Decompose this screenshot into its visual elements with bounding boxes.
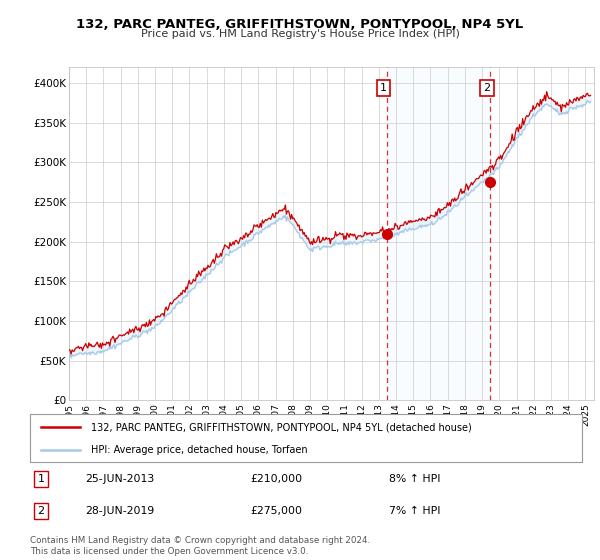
Text: Contains HM Land Registry data © Crown copyright and database right 2024.
This d: Contains HM Land Registry data © Crown c… (30, 536, 370, 556)
Text: 132, PARC PANTEG, GRIFFITHSTOWN, PONTYPOOL, NP4 5YL (detached house): 132, PARC PANTEG, GRIFFITHSTOWN, PONTYPO… (91, 422, 472, 432)
Text: HPI: Average price, detached house, Torfaen: HPI: Average price, detached house, Torf… (91, 445, 307, 455)
FancyBboxPatch shape (30, 414, 582, 462)
Text: 2: 2 (37, 506, 44, 516)
Text: 2: 2 (483, 83, 490, 93)
Text: 7% ↑ HPI: 7% ↑ HPI (389, 506, 440, 516)
Text: 1: 1 (38, 474, 44, 484)
Text: £210,000: £210,000 (251, 474, 303, 484)
Text: Price paid vs. HM Land Registry's House Price Index (HPI): Price paid vs. HM Land Registry's House … (140, 29, 460, 39)
Text: 28-JUN-2019: 28-JUN-2019 (85, 506, 154, 516)
Text: 8% ↑ HPI: 8% ↑ HPI (389, 474, 440, 484)
Text: 132, PARC PANTEG, GRIFFITHSTOWN, PONTYPOOL, NP4 5YL: 132, PARC PANTEG, GRIFFITHSTOWN, PONTYPO… (76, 18, 524, 31)
Text: 1: 1 (380, 83, 387, 93)
Text: £275,000: £275,000 (251, 506, 303, 516)
Text: 25-JUN-2013: 25-JUN-2013 (85, 474, 154, 484)
